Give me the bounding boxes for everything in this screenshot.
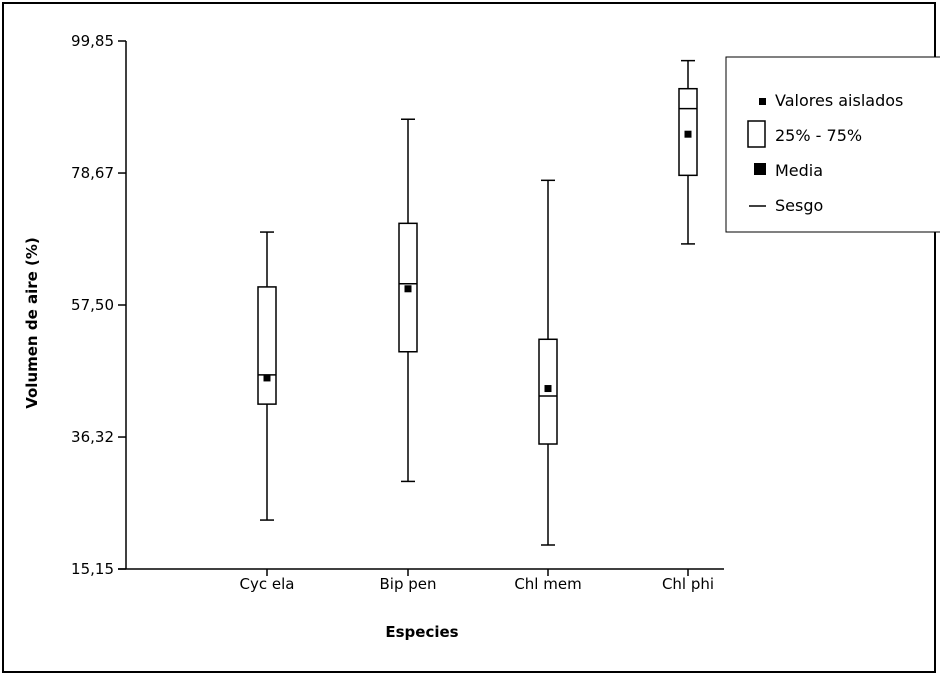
legend: Valores aislados 25% - 75% Media Sesgo	[725, 56, 940, 233]
y-tick-label: 99,85	[71, 32, 114, 50]
mean-marker	[544, 385, 552, 393]
box-chl-mem	[538, 179, 558, 546]
iqr-box	[257, 286, 277, 405]
y-tick-label: 36,32	[71, 428, 114, 446]
x-tick-label: Cyc ela	[240, 575, 295, 593]
y-tick-label: 15,15	[71, 560, 114, 578]
legend-box-icon	[747, 120, 766, 148]
legend-median-label: Sesgo	[775, 196, 823, 215]
box-cyc-ela	[257, 231, 277, 521]
y-axis-title: Volumen de aire (%)	[23, 237, 41, 409]
mean-marker	[404, 285, 412, 293]
legend-outlier-icon	[759, 98, 766, 105]
box-bip-pen	[398, 118, 418, 483]
mean-marker	[684, 130, 692, 138]
x-tick-label: Chl phi	[662, 575, 714, 593]
legend-outlier-label: Valores aislados	[775, 91, 903, 110]
y-ticks: 15,15 36,32 57,50 78,67 99,85	[71, 32, 126, 578]
box-chl-phi	[678, 59, 698, 245]
legend-mean-icon	[754, 163, 766, 175]
y-tick-label: 78,67	[71, 164, 114, 182]
x-ticks: Cyc ela Bip pen Chl mem Chl phi	[240, 569, 714, 593]
x-tick-label: Bip pen	[379, 575, 436, 593]
legend-mean-label: Media	[775, 161, 823, 180]
legend-box-label: 25% - 75%	[775, 126, 862, 145]
y-tick-label: 57,50	[71, 296, 114, 314]
axes	[118, 41, 724, 570]
mean-marker	[263, 374, 271, 382]
x-tick-label: Chl mem	[514, 575, 581, 593]
boxes	[257, 59, 698, 546]
x-axis-title: Especies	[385, 623, 458, 641]
